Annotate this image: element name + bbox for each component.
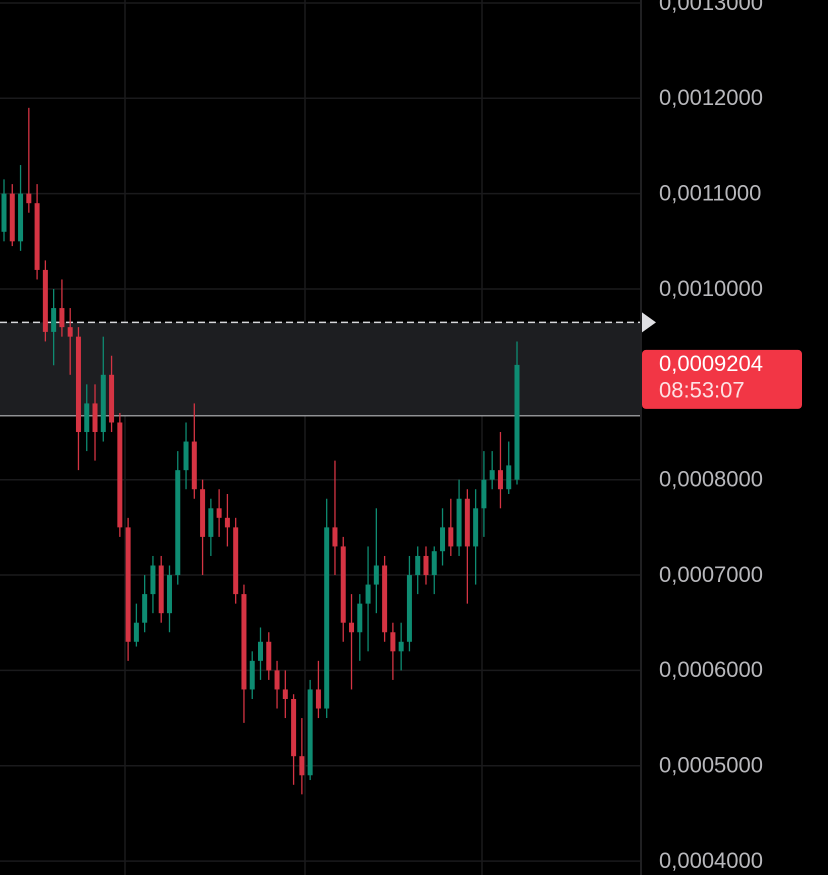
y-tick-label: 0,0010000	[659, 276, 763, 301]
y-tick-label: 0,0013000	[659, 0, 763, 15]
candle-body	[448, 527, 454, 547]
candle-body	[357, 603, 363, 633]
candle-body	[332, 527, 338, 547]
zone	[0, 322, 640, 416]
candle-body	[497, 470, 503, 490]
candle-body	[440, 527, 446, 552]
candle-body	[307, 689, 313, 776]
candle-body	[340, 546, 346, 623]
candle-body	[191, 441, 197, 490]
candle-body	[464, 498, 470, 547]
candle-body	[406, 575, 412, 642]
candle-body	[291, 698, 297, 757]
candle-body	[398, 641, 404, 652]
candle-body	[224, 517, 230, 528]
current-price-box	[642, 349, 802, 409]
current-price-label: 0,0009204	[659, 351, 763, 376]
candle-body	[34, 203, 40, 270]
candle-body	[42, 269, 48, 332]
candle-body	[67, 327, 73, 337]
zone-high-marker	[642, 312, 656, 333]
candle-body	[365, 584, 371, 604]
candle-body	[390, 632, 396, 652]
candle-body	[18, 193, 24, 242]
candle-body	[431, 551, 437, 576]
candle-body	[117, 422, 123, 528]
candle-body	[125, 527, 131, 642]
candle-body	[382, 565, 388, 633]
candle-body	[208, 508, 214, 537]
y-tick-label: 0,0011000	[659, 180, 761, 205]
candle-body	[92, 403, 98, 433]
y-tick-label: 0,0005000	[659, 753, 763, 778]
candle-body	[423, 555, 429, 576]
candle-body	[150, 565, 156, 595]
y-tick-label: 0,0012000	[659, 85, 763, 110]
candle-body	[506, 465, 512, 490]
countdown: 08:53:07	[659, 378, 745, 403]
candle-body	[1, 193, 7, 232]
candle-body	[100, 374, 106, 433]
candle-body	[481, 479, 487, 509]
candle-body	[183, 441, 189, 471]
candle-body	[200, 489, 206, 537]
candle-body	[282, 689, 288, 699]
candle-body	[59, 308, 65, 328]
candle-body	[258, 641, 263, 661]
candle-body	[324, 527, 330, 709]
y-tick-label: 0,0004000	[659, 848, 763, 873]
candle-body	[9, 193, 15, 242]
y-tick-label: 0,0006000	[659, 657, 763, 682]
candle-body	[373, 565, 379, 585]
candle-body	[415, 555, 421, 576]
candle-body	[216, 508, 222, 518]
candle-body	[473, 508, 479, 547]
candle-body	[142, 594, 148, 623]
candle-body	[75, 336, 81, 433]
candle-body	[266, 641, 272, 671]
candle-body	[166, 575, 172, 614]
candle-body	[315, 689, 321, 709]
candle-body	[84, 403, 90, 433]
candle-body	[249, 660, 255, 690]
candle-body	[241, 594, 247, 690]
y-tick-label: 0,0008000	[659, 467, 763, 492]
time-grid	[124, 0, 483, 875]
candle-body	[514, 364, 520, 480]
candle-body	[26, 193, 32, 204]
candle-body	[175, 470, 181, 576]
candle-body	[274, 670, 280, 690]
candle-body	[109, 374, 115, 423]
candle-body	[133, 622, 139, 642]
candle-body	[456, 498, 462, 547]
y-tick-label: 0,0007000	[659, 562, 763, 587]
candle-body	[158, 565, 164, 614]
candle-body	[299, 756, 305, 776]
candle-body	[349, 622, 355, 633]
candle-body	[233, 527, 239, 595]
candle-body	[489, 470, 495, 480]
candle-body	[51, 308, 57, 332]
